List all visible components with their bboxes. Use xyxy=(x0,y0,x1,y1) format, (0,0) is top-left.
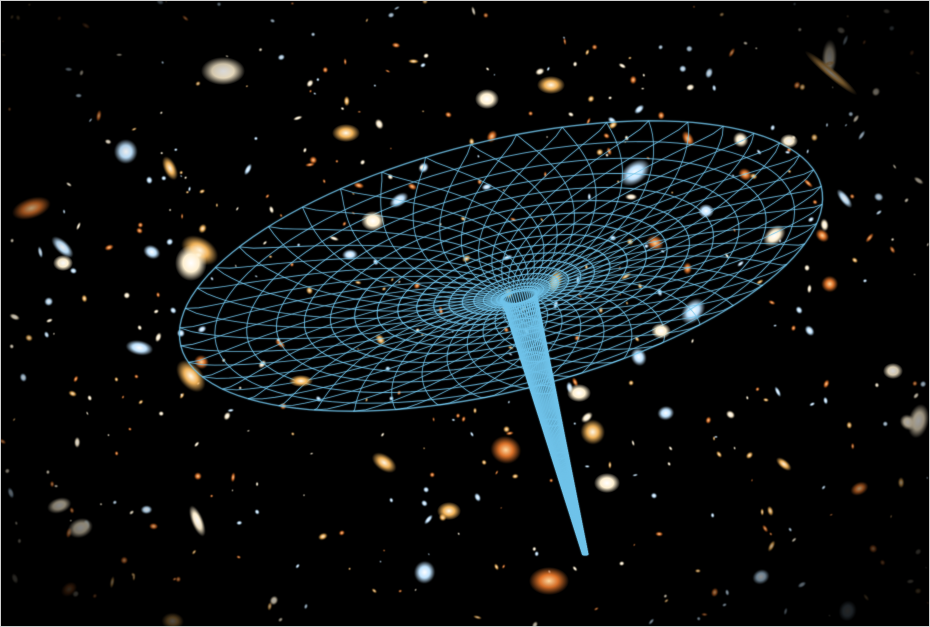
space-scene xyxy=(1,1,929,626)
image-frame xyxy=(0,0,930,627)
lens-vignette xyxy=(1,1,929,626)
